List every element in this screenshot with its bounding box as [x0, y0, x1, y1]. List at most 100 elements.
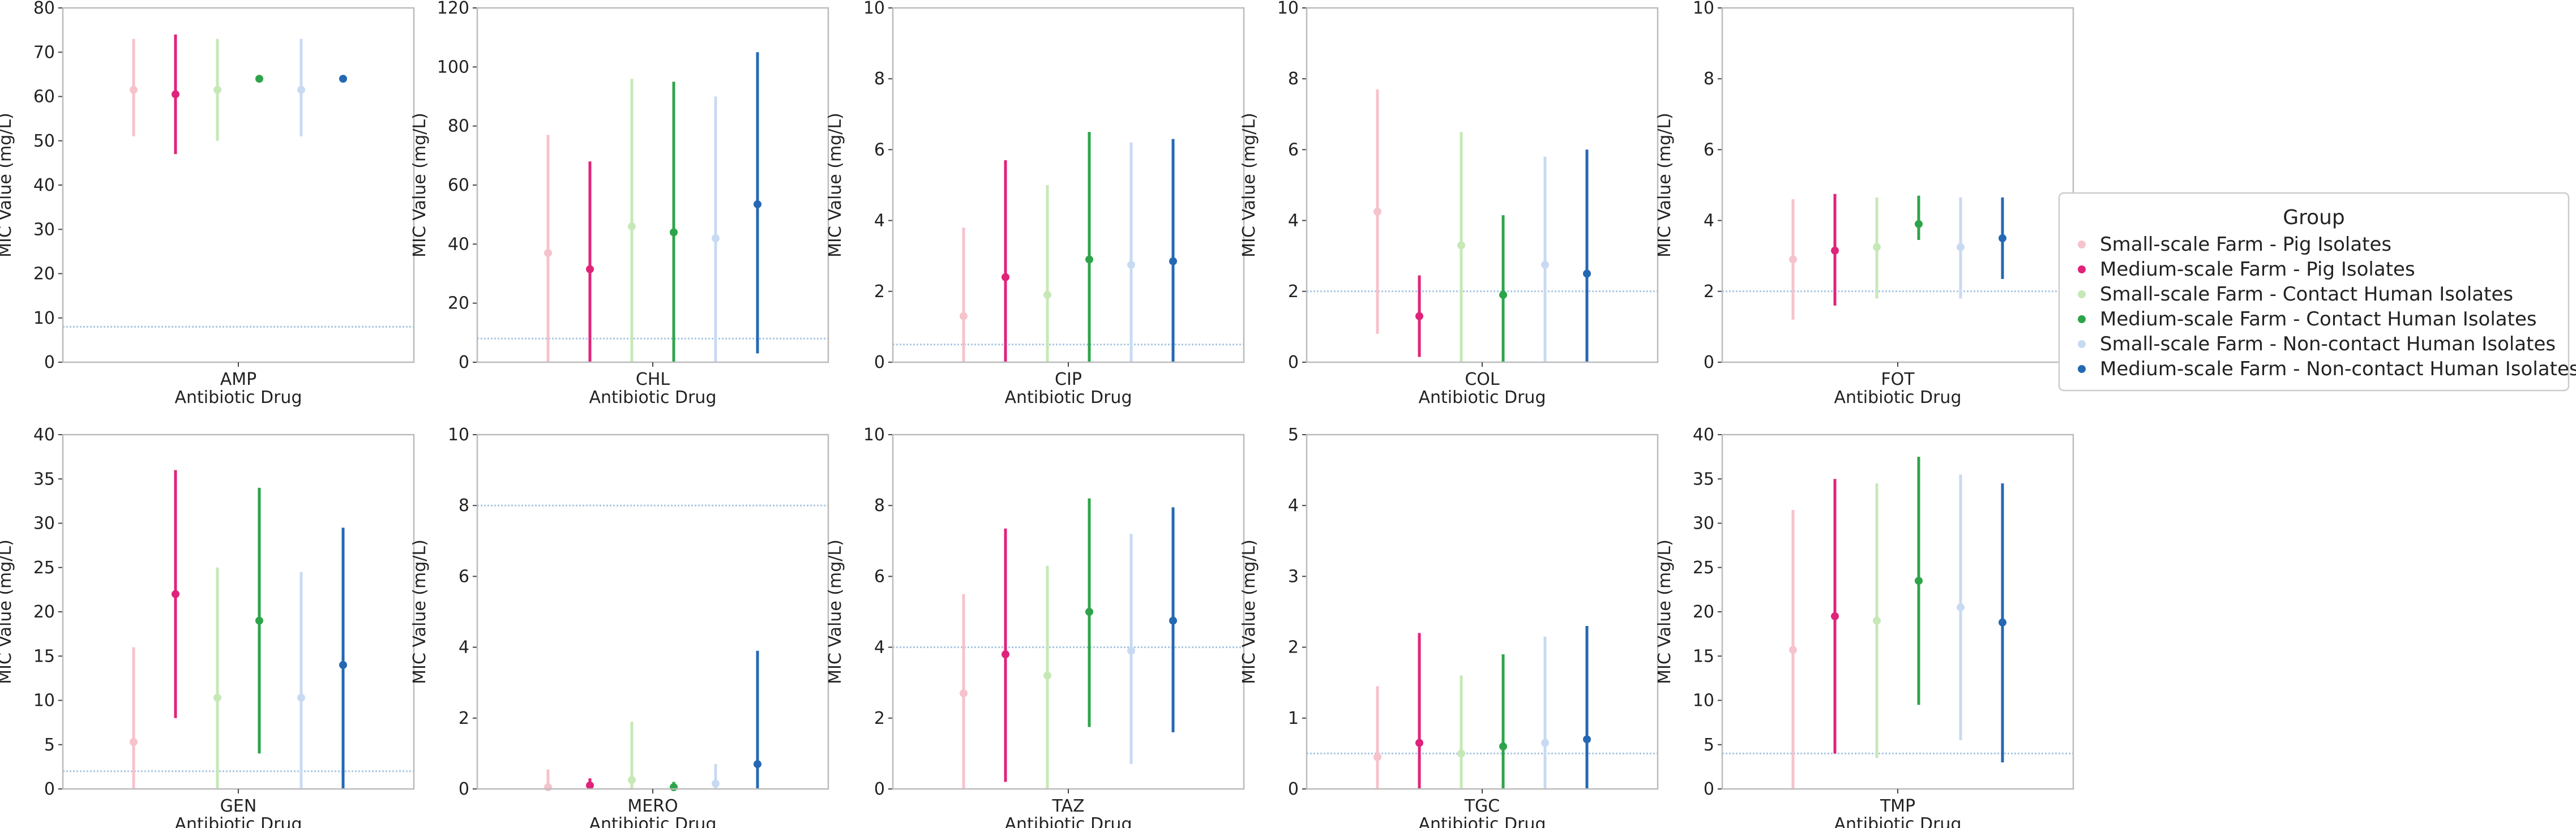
y-tick-label: 10 [863, 0, 885, 18]
x-tick-label: CIP [1055, 370, 1082, 389]
y-tick-label: 10 [1277, 0, 1299, 18]
legend-item: Medium-scale Farm - Pig Isolates [2078, 258, 2415, 281]
y-axis-title: MIC Value (mg/L) [0, 113, 15, 258]
plot-frame [1721, 7, 2074, 363]
mean-point [213, 85, 221, 94]
mean-point [1789, 646, 1797, 654]
y-tick-label: 4 [874, 211, 885, 231]
mean-point [628, 776, 636, 784]
y-axis-title: MIC Value (mg/L) [825, 539, 845, 684]
mean-point [1043, 671, 1051, 680]
plot-frame [1306, 434, 1659, 790]
mean-point [297, 85, 305, 94]
mean-point [1127, 260, 1135, 269]
mean-point [544, 248, 552, 257]
mean-point [1957, 243, 1965, 251]
y-tick-label: 10 [863, 425, 885, 445]
y-tick-label: 5 [1288, 425, 1299, 445]
mean-point [1457, 241, 1465, 250]
y-tick-label: 4 [1704, 211, 1714, 231]
y-tick-label: 1 [1288, 709, 1299, 728]
mean-point [754, 760, 761, 769]
y-tick-label: 4 [874, 638, 885, 658]
y-tick-label: 3 [1288, 567, 1299, 586]
x-axis-title: Antibiotic Drug [1005, 388, 1132, 407]
legend-marker [2078, 290, 2086, 298]
x-axis-title: Antibiotic Drug [175, 814, 302, 828]
x-axis-title: Antibiotic Drug [1005, 814, 1132, 828]
mean-point [1169, 616, 1177, 625]
mean-point [1002, 650, 1009, 659]
x-axis-title: Antibiotic Drug [1834, 388, 1962, 407]
mean-point [1415, 739, 1423, 747]
y-tick-label: 15 [33, 646, 55, 666]
y-tick-label: 80 [448, 117, 469, 136]
y-tick-label: 2 [459, 709, 469, 728]
y-tick-label: 120 [437, 0, 469, 18]
mean-point [1499, 291, 1507, 299]
mean-point [1169, 257, 1177, 265]
mean-point [1373, 207, 1381, 216]
plot-frame [476, 434, 829, 790]
y-tick-label: 40 [33, 425, 55, 445]
y-tick-label: 40 [1693, 425, 1714, 445]
plot-frame [892, 434, 1245, 790]
mean-point [1583, 269, 1591, 278]
y-tick-label: 40 [448, 234, 469, 254]
legend-label: Medium-scale Farm - Non-contact Human Is… [2100, 358, 2576, 380]
mean-point [1583, 735, 1591, 744]
y-tick-label: 60 [33, 87, 55, 107]
mean-point [1999, 618, 2006, 627]
plot-frame [1721, 434, 2074, 790]
y-tick-label: 2 [874, 709, 885, 728]
y-tick-label: 8 [459, 496, 469, 516]
mean-point [130, 85, 138, 94]
mean-point [1831, 246, 1839, 255]
legend-frame [2058, 192, 2570, 392]
mean-point [1999, 234, 2006, 242]
mean-point [544, 783, 552, 791]
mean-point [1085, 608, 1093, 616]
y-tick-label: 2 [1704, 282, 1714, 302]
legend-label: Medium-scale Farm - Contact Human Isolat… [2100, 308, 2537, 331]
y-tick-label: 8 [874, 69, 885, 89]
legend-title: Group [2283, 206, 2345, 229]
y-tick-label: 30 [33, 220, 55, 239]
y-tick-label: 0 [44, 353, 55, 372]
y-tick-label: 10 [448, 425, 469, 445]
mean-point [1457, 749, 1465, 758]
y-tick-label: 5 [1704, 735, 1714, 755]
plot-frame [1306, 7, 1659, 363]
legend-label: Small-scale Farm - Contact Human Isolate… [2100, 283, 2513, 306]
y-axis-title: MIC Value (mg/L) [410, 113, 430, 258]
mean-point [339, 660, 347, 669]
legend-item: Small-scale Farm - Contact Human Isolate… [2078, 283, 2513, 306]
y-tick-label: 15 [1693, 646, 1714, 666]
mean-point [1873, 616, 1881, 625]
mean-point [670, 228, 678, 237]
legend-marker [2078, 315, 2086, 323]
y-axis-title: MIC Value (mg/L) [1655, 539, 1675, 684]
x-tick-label: GEN [220, 796, 257, 816]
y-tick-label: 25 [1693, 558, 1714, 578]
y-tick-label: 40 [33, 175, 55, 195]
y-tick-label: 20 [1693, 602, 1714, 622]
mean-point [628, 222, 636, 231]
y-tick-label: 10 [33, 308, 55, 328]
y-tick-label: 35 [1693, 469, 1714, 489]
legend-label: Small-scale Farm - Non-contact Human Iso… [2100, 333, 2556, 355]
y-axis-title: MIC Value (mg/L) [825, 113, 845, 258]
mean-point [339, 75, 347, 83]
y-tick-label: 100 [437, 57, 469, 77]
x-axis-title: Antibiotic Drug [1834, 814, 1962, 828]
mean-point [1127, 646, 1135, 655]
mean-point [213, 693, 221, 702]
